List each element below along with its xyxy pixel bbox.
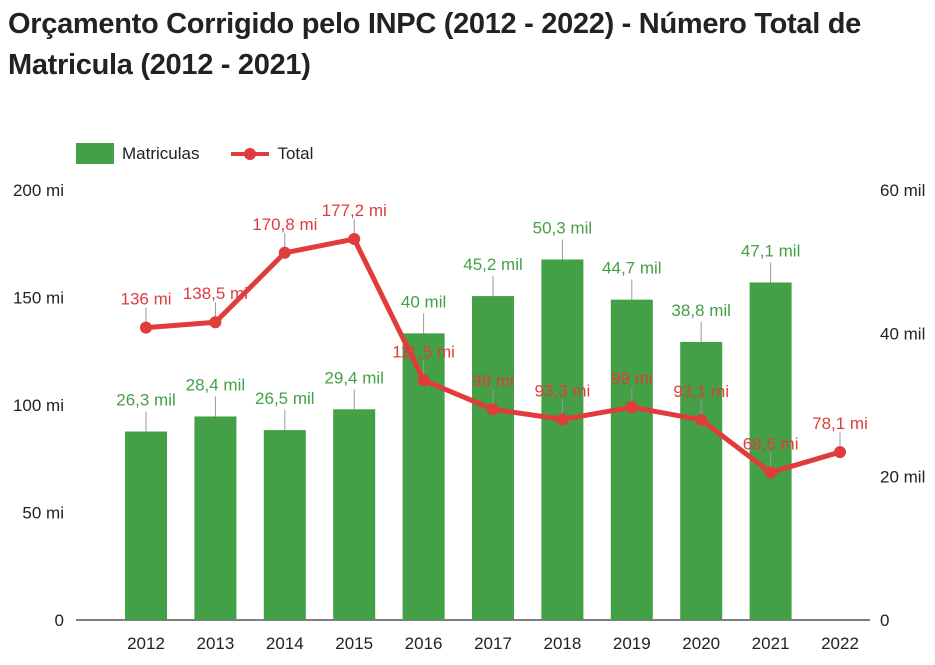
line-data-label: 98 mi xyxy=(472,371,514,390)
line-data-label: 99 mi xyxy=(611,369,653,388)
y-right-tick-label: 40 mil xyxy=(880,324,925,343)
x-tick-label: 2020 xyxy=(682,634,720,653)
legend-item-total[interactable]: Total xyxy=(231,144,313,164)
total-point xyxy=(417,374,430,387)
bar-data-label: 26,3 mil xyxy=(116,391,176,410)
x-tick-label: 2018 xyxy=(543,634,581,653)
bar-data-label: 38,8 mil xyxy=(671,301,731,320)
bar-data-label: 47,1 mil xyxy=(741,241,801,260)
line-data-label: 78,1 mi xyxy=(812,414,868,433)
bar xyxy=(472,296,514,620)
total-point xyxy=(764,466,777,479)
y-right-tick-label: 20 mil xyxy=(880,468,925,487)
y-right-tick-label: 60 mil xyxy=(880,181,925,200)
x-tick-label: 2015 xyxy=(335,634,373,653)
x-tick-label: 2021 xyxy=(752,634,790,653)
total-point xyxy=(278,246,291,259)
bar xyxy=(125,431,167,620)
legend-item-matriculas[interactable]: Matriculas xyxy=(76,143,199,164)
bar-data-label: 45,2 mil xyxy=(463,255,523,274)
y-left-tick-label: 150 mi xyxy=(13,289,64,308)
x-tick-label: 2016 xyxy=(405,634,443,653)
bar xyxy=(263,430,306,620)
total-point xyxy=(209,316,222,329)
line-data-label: 170,8 mi xyxy=(252,215,317,234)
bar xyxy=(680,341,723,620)
y-left-tick-label: 100 mi xyxy=(13,396,64,415)
bar-data-label: 40 mil xyxy=(401,292,446,311)
line-data-label: 138,5 mi xyxy=(183,284,248,303)
chart-title: Orçamento Corrigido pelo INPC (2012 - 20… xyxy=(8,8,861,81)
total-point xyxy=(487,403,499,416)
bar-data-label: 29,4 mil xyxy=(324,368,384,387)
x-tick-label: 2017 xyxy=(474,634,512,653)
legend-swatch-line xyxy=(231,144,270,164)
line-data-label: 136 mi xyxy=(120,290,171,309)
bar-data-label: 44,7 mil xyxy=(602,259,662,278)
legend: Matriculas Total xyxy=(76,143,345,164)
total-point xyxy=(348,233,361,246)
bar xyxy=(541,259,584,620)
legend-swatch-bar xyxy=(76,143,114,164)
x-tick-label: 2013 xyxy=(196,634,234,653)
y-left-tick-label: 200 mi xyxy=(13,181,64,200)
total-point xyxy=(140,321,152,334)
bar xyxy=(749,282,792,620)
y-left-tick-label: 50 mi xyxy=(22,504,64,523)
total-point xyxy=(556,413,569,426)
bar-data-label: 50,3 mil xyxy=(533,219,593,238)
x-tick-label: 2012 xyxy=(127,634,165,653)
line-data-label: 177,2 mi xyxy=(322,201,387,220)
y-left-tick-label: 0 xyxy=(55,611,64,630)
y-right-tick-label: 0 xyxy=(880,611,889,630)
line-data-label: 93,3 mi xyxy=(535,381,591,400)
legend-label-matriculas: Matriculas xyxy=(122,143,200,163)
bar-data-label: 26,5 mil xyxy=(255,389,315,408)
bar xyxy=(333,409,376,620)
line-data-label: 68,6 mi xyxy=(743,435,799,454)
x-tick-label: 2014 xyxy=(266,634,304,653)
x-tick-label: 2022 xyxy=(821,634,859,653)
legend-label-total: Total xyxy=(277,143,314,163)
total-point xyxy=(625,401,638,414)
x-tick-label: 2019 xyxy=(613,634,651,653)
bar xyxy=(194,416,237,620)
bar xyxy=(610,299,653,620)
total-point xyxy=(834,446,846,459)
line-data-label: 111,5 mi xyxy=(392,342,455,361)
total-point xyxy=(695,413,708,426)
line-data-label: 93,1 mi xyxy=(673,382,729,401)
bar-data-label: 28,4 mil xyxy=(186,375,246,394)
